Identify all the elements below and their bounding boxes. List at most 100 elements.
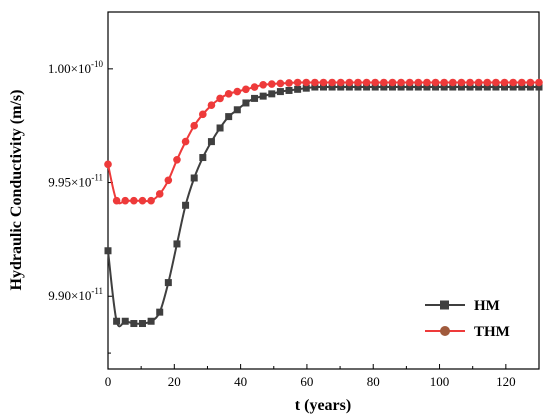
x-tick-label: 120	[496, 374, 516, 389]
series-hm-point	[526, 83, 534, 91]
series-hm-point	[432, 83, 440, 91]
series-hm-point	[406, 83, 414, 91]
series-hm-point	[276, 88, 284, 96]
series-thm-point	[293, 78, 302, 87]
legend-thm-label: THM	[474, 324, 510, 340]
series-thm-point	[509, 78, 517, 87]
series-thm-point	[354, 78, 362, 87]
y-axis-ticks: 9.90×10-11 9.95×10-11 1.00×10-10	[48, 59, 113, 354]
legend-thm-marker	[440, 326, 450, 336]
series-thm-point	[319, 78, 328, 87]
series-thm-point	[207, 101, 216, 110]
series-hm-point	[233, 106, 241, 114]
series-thm-point	[147, 196, 155, 205]
series-thm-point	[164, 176, 173, 185]
series-hm-point	[345, 83, 353, 91]
series-hm-point	[337, 83, 345, 91]
series-hm-point	[320, 83, 327, 91]
x-axis-ticks: 0 20 40 60 80 100 120	[105, 364, 516, 389]
series-hm-point	[147, 317, 155, 325]
series-hm-point	[475, 83, 483, 91]
series-hm-point	[130, 320, 138, 328]
series-thm-point	[526, 78, 535, 87]
series-thm-point	[449, 78, 457, 87]
series-hm-line	[107, 85, 539, 328]
series-thm-point	[336, 78, 345, 87]
series-hm-point	[302, 84, 310, 92]
x-tick-label: 100	[430, 374, 450, 389]
series-thm-point	[311, 78, 319, 87]
plot-frame	[107, 11, 540, 370]
series-hm-point	[156, 308, 164, 316]
series-hm-point	[199, 154, 207, 162]
series-hm-point	[354, 83, 362, 91]
series-thm-point	[224, 90, 233, 98]
legend: HM THM	[425, 298, 510, 340]
series-thm-point	[362, 78, 371, 87]
series-thm-point	[302, 78, 311, 87]
series-thm-point	[121, 196, 130, 205]
series-thm-point	[414, 78, 423, 87]
series-thm-point	[474, 78, 483, 87]
series-hm-point	[518, 83, 526, 91]
series-hm-point	[397, 83, 405, 91]
series-hm-point	[371, 83, 379, 91]
series-thm-point	[250, 83, 259, 91]
y-axis-title: Hydraulic Conductivity (m/s)	[8, 90, 25, 291]
series-thm-point	[345, 78, 354, 87]
series-hm-point	[483, 83, 491, 91]
series-thm-point	[233, 87, 242, 96]
series-hm-point	[466, 83, 474, 91]
series-hm-point	[285, 86, 293, 94]
series-thm-point	[380, 78, 388, 87]
series-thm-point	[259, 80, 267, 89]
series-hm-point	[225, 113, 233, 121]
series-thm-point	[500, 78, 509, 87]
series-hm-point	[535, 83, 543, 91]
series-thm-point	[388, 78, 397, 87]
series-hm-point	[268, 90, 276, 98]
x-tick-label: 0	[105, 374, 112, 389]
series-hm-point	[190, 174, 198, 182]
series-hm-point	[251, 94, 259, 102]
series-thm-point	[371, 78, 380, 87]
series-hm-point	[121, 317, 129, 325]
series-thm-point	[173, 156, 181, 164]
series-thm-point	[457, 78, 466, 87]
series-thm-point	[267, 80, 276, 88]
series-hm-point	[138, 320, 146, 328]
series-thm-point	[492, 78, 500, 87]
x-tick-label: 20	[168, 374, 181, 389]
series-hm-point	[509, 83, 517, 91]
series-thm-point	[466, 78, 474, 87]
series-thm-point	[431, 78, 440, 87]
series-thm-point	[181, 137, 190, 146]
series-thm-point	[190, 121, 198, 130]
series-thm-point	[112, 196, 121, 205]
series-hm-point	[104, 247, 112, 255]
x-axis-title: t (years)	[295, 397, 351, 414]
series-hm-point	[414, 83, 422, 91]
series-hm-point	[388, 83, 396, 91]
series-thm-point	[440, 78, 448, 87]
series-hm-point	[363, 83, 371, 91]
series-hm-point	[207, 138, 215, 146]
series-hm-point	[423, 83, 431, 91]
series-thm-point	[130, 196, 138, 205]
series-hm-point	[173, 240, 181, 248]
series-thm-point	[276, 79, 285, 88]
series-hm-point	[259, 92, 267, 100]
series-hm-point	[457, 83, 465, 91]
series-hm-point	[440, 83, 448, 91]
series-hm-point	[449, 83, 457, 91]
x-tick-label: 60	[300, 374, 313, 389]
series-hm-point	[216, 124, 224, 132]
series-hm-point	[311, 83, 319, 91]
series-hm-point	[113, 317, 121, 325]
legend-hm-marker	[440, 300, 449, 310]
legend-hm-label: HM	[474, 298, 500, 314]
series-hm-point	[294, 85, 302, 93]
series-hm-point	[380, 83, 388, 91]
